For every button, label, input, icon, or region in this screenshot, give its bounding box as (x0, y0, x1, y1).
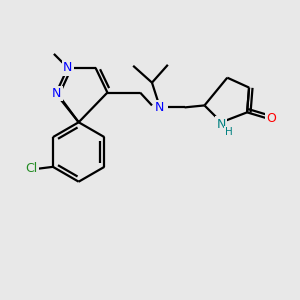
Text: N: N (63, 61, 73, 74)
Text: O: O (266, 112, 276, 125)
Text: Cl: Cl (25, 162, 37, 175)
Text: N: N (155, 101, 165, 114)
Text: N: N (52, 87, 62, 100)
Text: N: N (217, 118, 226, 131)
Text: H: H (225, 127, 233, 137)
